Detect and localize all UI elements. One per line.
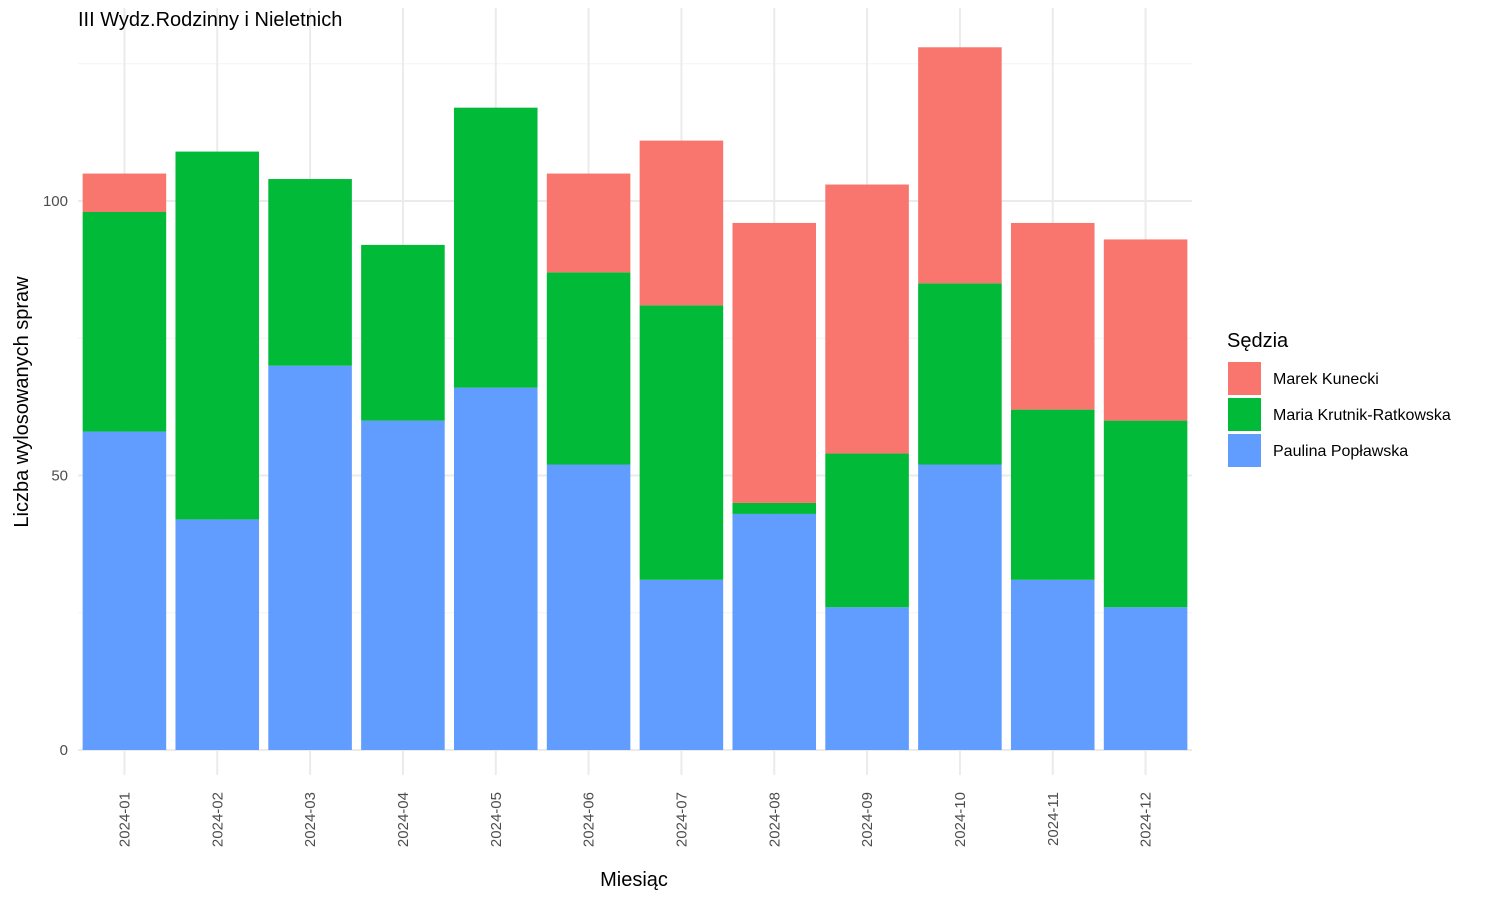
bar-segment bbox=[825, 453, 909, 608]
x-axis-title: Miesiąc bbox=[600, 869, 668, 891]
legend-label: Marek Kunecki bbox=[1273, 371, 1379, 388]
x-tick-label: 2024-02 bbox=[209, 792, 226, 847]
bar-segment bbox=[546, 272, 631, 465]
bar-segment bbox=[918, 283, 1002, 465]
legend-key bbox=[1228, 434, 1261, 467]
legend: Sędzia Marek Kunecki Maria Krutnik-Ratkow… bbox=[1227, 330, 1451, 467]
x-tick-label: 2024-03 bbox=[302, 792, 319, 847]
x-tick-label: 2024-04 bbox=[395, 792, 412, 847]
legend-title: Sędzia bbox=[1227, 330, 1289, 352]
bar-segment bbox=[732, 222, 817, 503]
bar-segment bbox=[268, 179, 352, 366]
legend-label: Maria Krutnik-Ratkowska bbox=[1273, 407, 1451, 424]
x-tick-label: 2024-10 bbox=[952, 792, 969, 847]
bar-segment bbox=[1103, 420, 1188, 608]
bars bbox=[82, 47, 1188, 750]
bar-segment bbox=[82, 431, 167, 750]
bar-segment bbox=[453, 387, 538, 750]
bar-segment bbox=[1010, 579, 1095, 750]
legend-key bbox=[1228, 398, 1261, 431]
x-tick-label: 2024-07 bbox=[673, 792, 690, 847]
x-tick-label: 2024-01 bbox=[116, 792, 133, 847]
x-tick-label: 2024-12 bbox=[1138, 792, 1155, 847]
bar-segment bbox=[82, 211, 167, 432]
chart-title: III Wydz.Rodzinny i Nieletnich bbox=[78, 9, 342, 31]
bar-segment bbox=[918, 464, 1002, 750]
bar-segment bbox=[1103, 607, 1188, 750]
bar-segment bbox=[639, 140, 724, 306]
bar-segment bbox=[732, 513, 817, 750]
bar-segment bbox=[361, 420, 445, 750]
bar-segment bbox=[639, 579, 724, 750]
bar-segment bbox=[546, 173, 631, 273]
x-tick-label: 2024-11 bbox=[1045, 792, 1062, 846]
bar-segment bbox=[825, 184, 909, 454]
x-tick-label: 2024-06 bbox=[581, 792, 598, 847]
bar-segment bbox=[1010, 222, 1095, 410]
x-tick-label: 2024-05 bbox=[488, 792, 505, 847]
y-tick-label: 100 bbox=[43, 193, 68, 210]
legend-key bbox=[1228, 362, 1261, 395]
bar-segment bbox=[825, 607, 909, 750]
bar-segment bbox=[639, 305, 724, 580]
bar-segment bbox=[175, 151, 260, 520]
bar-segment bbox=[361, 244, 445, 421]
bar-segment bbox=[453, 107, 538, 388]
legend-label: Paulina Popławska bbox=[1273, 443, 1408, 460]
y-tick-label: 0 bbox=[60, 742, 68, 759]
bar-segment bbox=[175, 519, 260, 750]
tick-labels: 0 50 100 2024-01 2024-02 2024-03 2024-04 2024-0… bbox=[43, 193, 1155, 847]
bar-segment bbox=[546, 464, 631, 750]
bar-segment bbox=[732, 502, 817, 514]
bar-segment bbox=[1010, 409, 1095, 580]
y-axis-title: Liczba wylosowanych spraw bbox=[11, 276, 33, 528]
x-tick-label: 2024-08 bbox=[766, 792, 783, 847]
y-tick-label: 50 bbox=[51, 468, 68, 485]
bar-segment bbox=[82, 173, 167, 212]
bar-segment bbox=[268, 365, 352, 750]
bar-segment bbox=[1103, 239, 1188, 421]
x-tick-label: 2024-09 bbox=[859, 792, 876, 847]
bar-segment bbox=[918, 47, 1002, 284]
